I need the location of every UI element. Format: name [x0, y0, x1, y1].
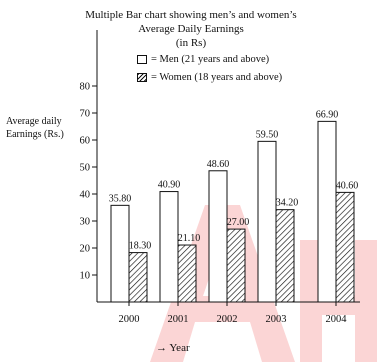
- y-axis-label-line-1: Average daily: [6, 116, 62, 127]
- legend-item-women: = Women (18 years and above): [137, 72, 282, 83]
- y-tick-label: 40: [80, 190, 91, 201]
- bar-men-2004: [317, 120, 337, 303]
- y-tick-label: 30: [80, 217, 91, 228]
- x-tick-label-2002: 2002: [217, 314, 238, 325]
- bar-women-2004: [335, 191, 355, 303]
- y-tick-label: 50: [80, 163, 91, 174]
- legend-item-men: = Men (21 years and above): [137, 54, 269, 65]
- data-label-women-2003: 34.20: [276, 198, 299, 209]
- y-tick-label: 70: [80, 109, 91, 120]
- data-label-men-2004: 66.90: [316, 109, 339, 120]
- chart-title-line-2: Average Daily Earnings: [138, 23, 244, 35]
- y-tick-label: 60: [80, 136, 91, 147]
- bar-men-2002: [208, 170, 228, 303]
- y-tick-label: 20: [80, 244, 91, 255]
- bar-women-2000: [128, 252, 148, 303]
- y-tick-label: 10: [80, 271, 91, 282]
- bar-men-2003: [257, 140, 277, 303]
- bar-women-2003: [275, 209, 295, 303]
- chart-title-line-1: Multiple Bar chart showing men’s and wom…: [85, 9, 297, 21]
- data-label-men-2001: 40.90: [158, 180, 181, 191]
- y-tick-label: 80: [80, 82, 91, 93]
- data-label-men-2003: 59.50: [256, 129, 279, 140]
- data-label-women-2000: 18.30: [129, 241, 152, 252]
- legend-label-women: = Women (18 years and above): [151, 72, 283, 83]
- legend-swatch-men: [137, 55, 147, 64]
- data-label-women-2001: 21.10: [178, 233, 201, 244]
- data-label-men-2000: 35.80: [109, 193, 132, 204]
- y-axis-label-line-2: Earnings (Rs.): [6, 129, 64, 140]
- bar-women-2002: [226, 228, 246, 303]
- data-label-men-2002: 48.60: [207, 159, 230, 170]
- x-tick-label-2000: 2000: [119, 314, 140, 325]
- chart-title-line-3: (in Rs): [175, 37, 207, 49]
- bar-men-2000: [110, 204, 130, 303]
- bar-women-2001: [177, 244, 197, 303]
- x-tick-label-2003: 2003: [266, 314, 287, 325]
- data-label-women-2004: 40.60: [336, 180, 359, 191]
- legend-swatch-women: [137, 73, 147, 82]
- data-label-women-2002: 27.00: [227, 217, 250, 228]
- x-axis-label: → Year: [156, 342, 190, 354]
- bar-men-2001: [159, 191, 179, 303]
- x-tick-label-2001: 2001: [168, 314, 189, 325]
- x-tick-label-2004: 2004: [326, 314, 348, 325]
- legend-label-men: = Men (21 years and above): [151, 54, 270, 65]
